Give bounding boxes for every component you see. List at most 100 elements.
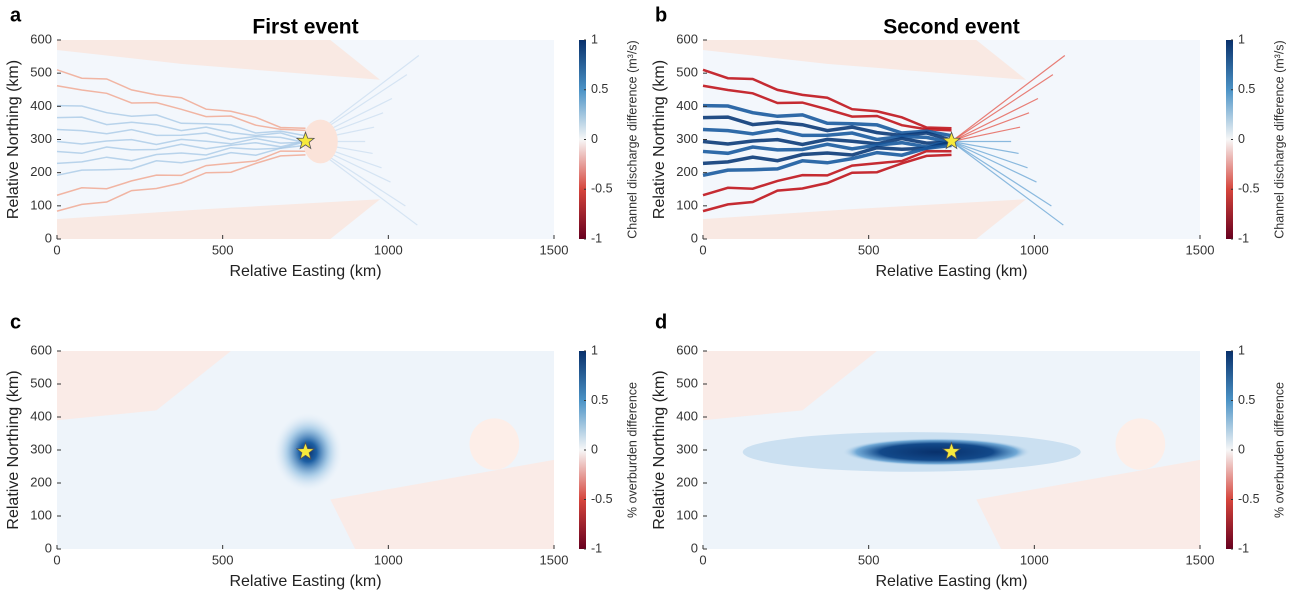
channel-streak: [702, 143, 952, 178]
y-tick-label: 0: [45, 230, 52, 245]
channel-streak: [702, 103, 952, 138]
field-shade: [1115, 418, 1166, 470]
colorbar: [579, 351, 586, 549]
y-tick-label: 100: [676, 507, 698, 522]
y-tick-label: 600: [676, 31, 698, 46]
colorbar-tick-label: -1: [1238, 541, 1249, 555]
y-axis-label: Relative Northing (km): [651, 60, 668, 219]
colorbar-label: Channel discharge difference (m³/s): [625, 40, 639, 238]
y-tick-label: 500: [30, 65, 52, 80]
y-tick-label: 400: [30, 408, 52, 423]
y-tick-label: 500: [676, 65, 698, 80]
y-tick-label: 300: [30, 131, 52, 146]
panel-letter: d: [655, 311, 667, 333]
colorbar-tick-label: 1: [591, 32, 598, 46]
colorbar-tick-label: -0.5: [1238, 182, 1260, 196]
event-star: [941, 131, 962, 150]
x-tick-label: 500: [212, 242, 234, 257]
channel-streak: [951, 55, 1066, 142]
x-tick-label: 500: [858, 242, 880, 257]
channel-streak: [702, 136, 952, 147]
y-axis-label: Relative Northing (km): [5, 60, 22, 219]
panel-title: Second event: [883, 16, 1020, 39]
x-tick-label: 1000: [374, 552, 403, 567]
x-tick-label: 0: [53, 242, 60, 257]
y-tick-label: 500: [30, 375, 52, 390]
event-star: [295, 131, 316, 150]
channel-streak: [56, 137, 306, 146]
colorbar-label: Channel discharge difference (m³/s): [1272, 40, 1286, 238]
x-axis-label: Relative Easting (km): [875, 573, 1027, 590]
channel-streak: [56, 69, 306, 129]
colorbar: [1226, 40, 1233, 239]
colorbar: [1226, 351, 1233, 549]
x-tick-label: 1000: [1020, 242, 1049, 257]
field-shade: [303, 119, 338, 164]
panel: b Second event 0 500 1000 1500 0 100 200 300 400 50…: [651, 4, 1286, 280]
colorbar-tick-label: 0.5: [591, 82, 608, 96]
x-tick-label: 1500: [1186, 552, 1215, 567]
x-tick-label: 1500: [1186, 242, 1215, 257]
y-tick-label: 600: [30, 342, 52, 357]
channel-streak: [951, 74, 1054, 142]
x-tick-label: 0: [53, 552, 60, 567]
x-axis-label: Relative Easting (km): [875, 263, 1027, 280]
y-axis-label: Relative Northing (km): [651, 370, 668, 529]
colorbar-tick-label: 1: [1238, 343, 1245, 357]
y-tick-label: 200: [676, 474, 698, 489]
y-tick-label: 0: [691, 540, 698, 555]
y-tick-label: 500: [676, 375, 698, 390]
colorbar-tick-label: 0: [1238, 442, 1245, 456]
panel: a First event 0 500 1000 1500 0 100 200 300 400 500…: [5, 4, 639, 280]
channel-streak: [951, 112, 1030, 143]
channel-streak: [951, 140, 1037, 183]
channel-streak: [56, 128, 306, 144]
panel-title: First event: [252, 16, 358, 39]
panel: d 0 500 1000 1500 0 100 200 300 400 500 600 Relative…: [651, 311, 1286, 590]
panel-letter: b: [655, 4, 667, 26]
channel-streak: [702, 140, 952, 166]
y-tick-label: 100: [30, 507, 52, 522]
x-tick-label: 1000: [1020, 552, 1049, 567]
y-tick-label: 300: [676, 131, 698, 146]
field-shade: [57, 40, 381, 80]
colorbar-tick-label: 0: [1238, 132, 1245, 146]
channel-streak: [951, 126, 1021, 143]
colorbar-tick-label: -1: [591, 231, 602, 245]
x-axis-label: Relative Easting (km): [229, 263, 381, 280]
channel-streak: [56, 141, 306, 165]
panel-letter: c: [10, 311, 21, 333]
channel-streak: [56, 150, 306, 196]
y-tick-label: 100: [30, 197, 52, 212]
overburden-blob: [842, 438, 1032, 466]
field-shade: [703, 351, 877, 421]
channel-streak: [702, 68, 952, 130]
colorbar-tick-label: -0.5: [591, 492, 613, 506]
channel-streak: [702, 153, 952, 213]
event-star: [941, 441, 962, 460]
y-tick-label: 400: [30, 98, 52, 113]
colorbar-label: % overburden difference: [1272, 382, 1286, 518]
channel-streak: [951, 140, 1028, 169]
field-shade: [57, 199, 381, 239]
colorbar-tick-label: 0: [591, 132, 598, 146]
x-tick-label: 1500: [540, 552, 569, 567]
y-tick-label: 0: [45, 540, 52, 555]
colorbar-tick-label: 0: [591, 442, 598, 456]
channel-streak: [702, 149, 952, 197]
field-shade: [976, 459, 1200, 549]
x-axis-label: Relative Easting (km): [229, 573, 381, 590]
y-tick-label: 600: [676, 342, 698, 357]
channel-streak: [702, 115, 952, 142]
x-tick-label: 500: [858, 552, 880, 567]
panel: c 0 500 1000 1500 0 100 200 300 400 500 600 Relative…: [5, 311, 639, 590]
colorbar-tick-label: -0.5: [1238, 492, 1260, 506]
event-star: [295, 441, 316, 460]
y-tick-label: 200: [676, 164, 698, 179]
x-tick-label: 1500: [540, 242, 569, 257]
channel-streak: [702, 127, 952, 145]
y-tick-label: 100: [676, 197, 698, 212]
channel-streak: [56, 154, 306, 212]
channel-streak: [951, 97, 1039, 143]
